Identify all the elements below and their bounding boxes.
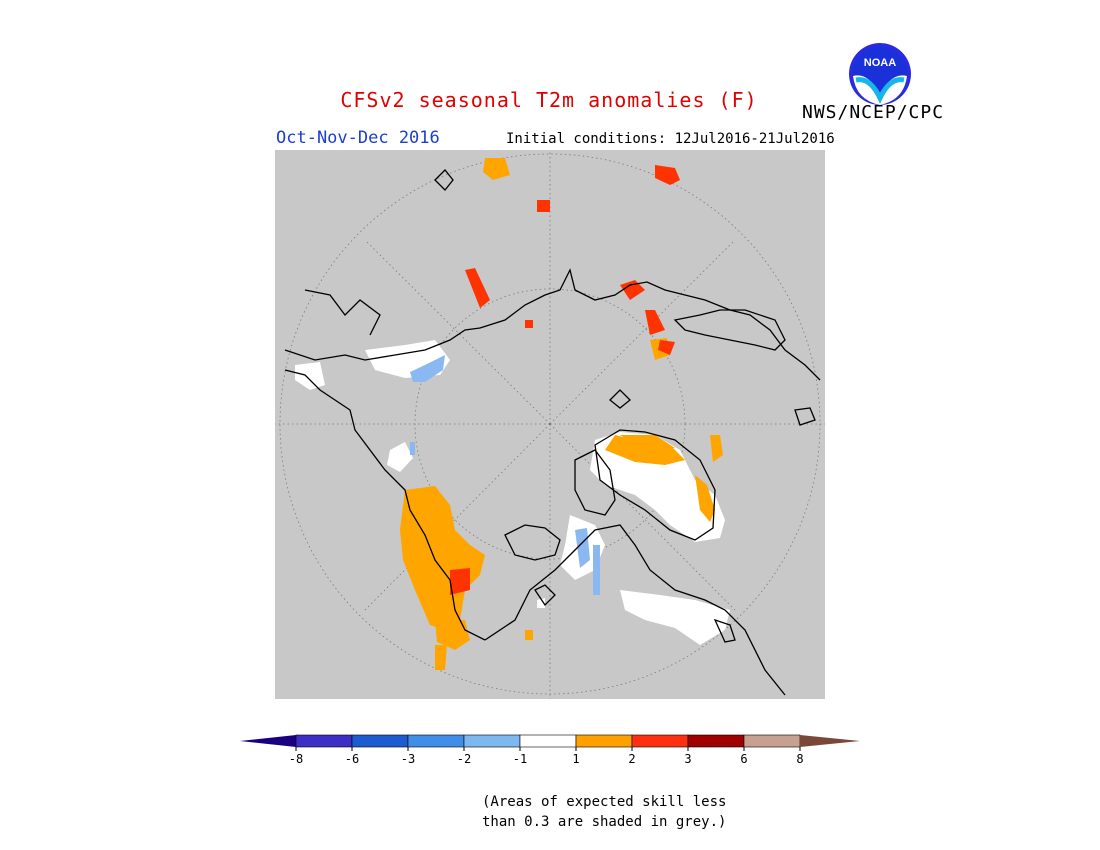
warm2-anomaly-patches [450,165,680,595]
colorbar-swatch [743,734,801,748]
colorbar-tick-label: 8 [796,752,803,766]
skill-footnote: (Areas of expected skill less than 0.3 a… [482,792,726,832]
colorbar-tick-label: -1 [513,752,527,766]
coastlines [284,169,821,696]
colorbar-under-arrow [240,735,296,747]
noaa-logo: NOAA [849,43,911,105]
colorbar-tick-label: -8 [289,752,303,766]
colorbar-swatch [631,734,689,748]
colorbar-tick-label: 2 [628,752,635,766]
footnote-line-1: (Areas of expected skill less [482,794,727,810]
colorbar-swatch [351,734,409,748]
agency-label: NWS/NCEP/CPC [802,102,945,123]
colorbar-tick-label: 1 [572,752,579,766]
colorbar-tick-label: -2 [457,752,471,766]
initial-conditions-label: Initial conditions: 12Jul2016-21Jul2016 [506,131,835,147]
chart-title: CFSv2 seasonal T2m anomalies (F) [340,88,758,112]
colorbar-swatch [575,734,633,748]
colorbar-over-arrow [800,735,860,747]
polar-anomaly-map [275,150,825,699]
graticule [275,150,825,699]
footnote-line-2: than 0.3 are shaded in grey.) [482,814,727,830]
colorbar-swatch [463,734,521,748]
colorbar-tick-label: 3 [684,752,691,766]
colorbar-tick-label: -3 [401,752,415,766]
colorbar: -8 -6 -3 -2 -1 1 2 3 6 8 [240,734,860,766]
colorbar-swatch [519,734,577,748]
colorbar-tick-label: 6 [740,752,747,766]
colorbar-swatch [295,734,353,748]
season-label: Oct-Nov-Dec 2016 [276,128,440,148]
colorbar-swatch [687,734,745,748]
colorbar-tick-label: -6 [345,752,359,766]
svg-text:NOAA: NOAA [864,57,896,69]
colorbar-swatch [407,734,465,748]
warm1-anomaly-patches [400,158,723,670]
